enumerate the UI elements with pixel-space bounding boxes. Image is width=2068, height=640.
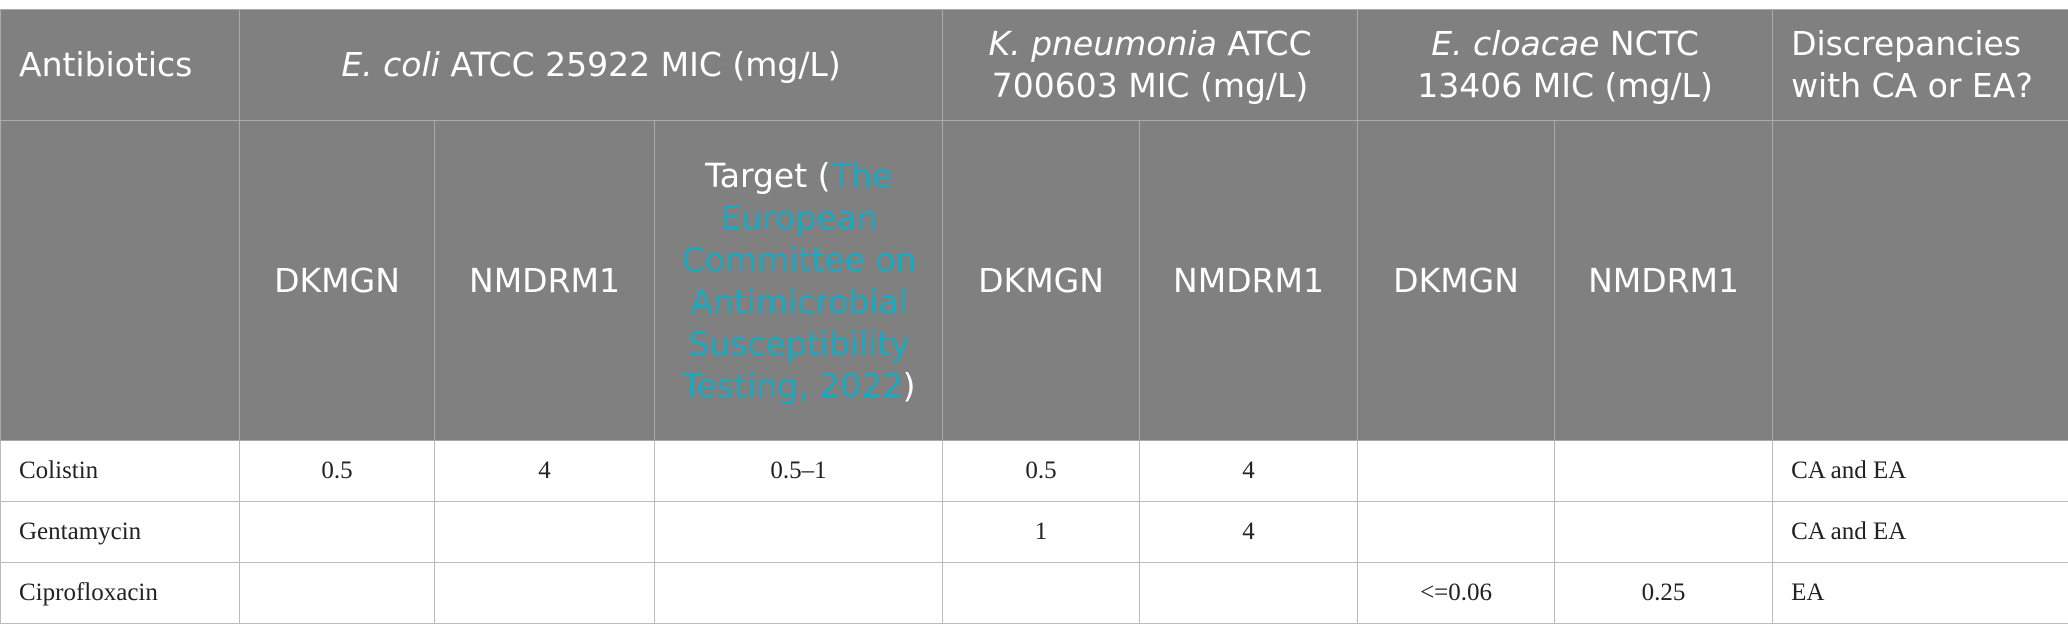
header-cell: K. pneumonia ATCC 700603 MIC (mg/L) xyxy=(942,9,1359,121)
cell xyxy=(653,562,944,624)
header-text: NCTC 13406 MIC (mg/L) xyxy=(1417,24,1713,105)
header-row: Antibiotics E. coli ATCC 25922 MIC (mg/L… xyxy=(0,9,2068,121)
header-text: ATCC 700603 MIC (mg/L) xyxy=(991,24,1312,105)
cell: 0.5–1 xyxy=(653,440,944,502)
cell xyxy=(239,562,435,624)
header-cell: Target (The European Committee on Antimi… xyxy=(653,120,944,441)
cell xyxy=(434,562,655,624)
cell xyxy=(942,562,1141,624)
cell xyxy=(239,501,435,563)
header-cell: E. cloacae NCTC 13406 MIC (mg/L) xyxy=(1357,9,1774,121)
subheader-row: DKMGN NMDRM1 Target (The European Commit… xyxy=(0,120,2068,441)
header-text: Target ( xyxy=(705,155,831,195)
species: E. coli xyxy=(341,45,440,84)
citation-link[interactable]: The European Committee on Antimicrobial … xyxy=(681,155,916,405)
cell xyxy=(1357,501,1556,563)
header-cell: Antibiotics xyxy=(0,9,240,121)
cell: 4 xyxy=(1139,501,1359,563)
cell xyxy=(1357,440,1556,502)
data-row: Colistin 0.5 4 0.5–1 0.5 4 CA and EA xyxy=(0,440,2068,502)
cell: 1 xyxy=(942,501,1141,563)
header-cell xyxy=(1772,120,2068,441)
cell: CA and EA xyxy=(1772,501,2068,563)
header-cell: E. coli ATCC 25922 MIC (mg/L) xyxy=(238,9,944,121)
data-row: Gentamycin 1 4 CA and EA xyxy=(0,501,2068,563)
cell xyxy=(1554,440,1774,502)
species: E. cloacae xyxy=(1431,24,1600,63)
header-cell: DKMGN xyxy=(1357,120,1556,441)
cell xyxy=(434,501,655,563)
cell: <=0.06 xyxy=(1357,562,1556,624)
cell: EA xyxy=(1772,562,2068,624)
header-cell: DKMGN xyxy=(239,120,435,441)
cell xyxy=(1554,501,1774,563)
species: K. pneumonia xyxy=(988,24,1217,63)
header-cell: DKMGN xyxy=(942,120,1141,441)
data-row: Ciprofloxacin <=0.06 0.25 EA xyxy=(0,562,2068,624)
cell: 0.5 xyxy=(239,440,435,502)
cell: 0.5 xyxy=(942,440,1141,502)
table-body: Colistin 0.5 4 0.5–1 0.5 4 CA and EA Gentamycin… xyxy=(0,440,2068,624)
header-cell: Discrepancies with CA or EA? xyxy=(1772,9,2068,121)
header-cell: NMDRM1 xyxy=(1139,120,1359,441)
header-text: ) xyxy=(902,365,916,405)
header-cell xyxy=(0,120,240,441)
cell: CA and EA xyxy=(1772,440,2068,502)
cell: Gentamycin xyxy=(0,501,240,563)
cell: 0.25 xyxy=(1554,562,1774,624)
header-text: ATCC 25922 MIC (mg/L) xyxy=(439,45,841,84)
cell: Colistin xyxy=(0,440,240,502)
cell: Ciprofloxacin xyxy=(0,562,240,624)
cell xyxy=(653,501,944,563)
header-cell: NMDRM1 xyxy=(434,120,655,441)
cell xyxy=(1139,562,1359,624)
header-cell: NMDRM1 xyxy=(1554,120,1774,441)
cell: 4 xyxy=(1139,440,1359,502)
cell: 4 xyxy=(434,440,655,502)
mic-table: Antibiotics E. coli ATCC 25922 MIC (mg/L… xyxy=(0,9,2068,624)
